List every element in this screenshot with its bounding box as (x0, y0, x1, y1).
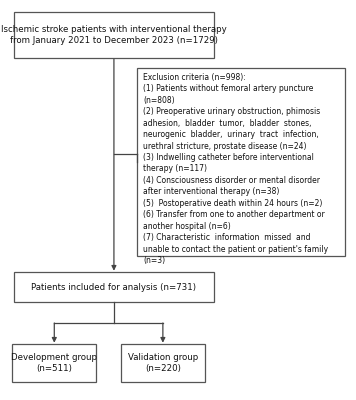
FancyBboxPatch shape (12, 344, 96, 382)
Text: Patients included for analysis (n=731): Patients included for analysis (n=731) (31, 282, 197, 292)
FancyBboxPatch shape (14, 272, 214, 302)
Text: Exclusion criteria (n=998):
(1) Patients without femoral artery puncture
(n=808): Exclusion criteria (n=998): (1) Patients… (143, 73, 329, 265)
FancyBboxPatch shape (14, 12, 214, 58)
Text: Ischemic stroke patients with interventional therapy
from January 2021 to Decemb: Ischemic stroke patients with interventi… (1, 25, 227, 45)
Text: Development group
(n=511): Development group (n=511) (11, 353, 97, 373)
Text: Validation group
(n=220): Validation group (n=220) (128, 353, 198, 373)
FancyBboxPatch shape (137, 68, 345, 256)
FancyBboxPatch shape (121, 344, 205, 382)
